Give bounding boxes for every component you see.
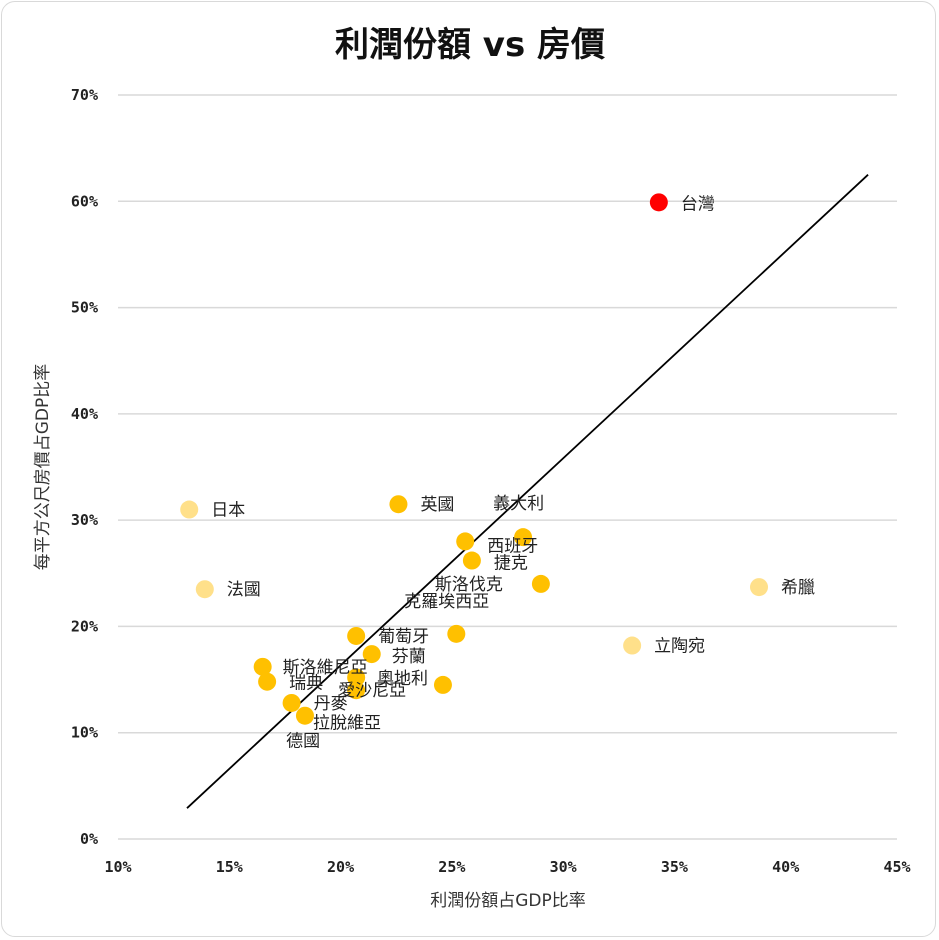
point-label: 法國 xyxy=(227,580,261,600)
data-point xyxy=(447,624,466,643)
x-tick-label: 15% xyxy=(216,858,243,876)
data-point xyxy=(282,693,301,712)
point-label: 拉脫維亞 xyxy=(313,714,381,734)
data-point xyxy=(623,636,642,655)
x-tick-label: 45% xyxy=(883,858,910,876)
x-tick-label: 20% xyxy=(327,858,354,876)
data-point xyxy=(649,193,668,212)
point-label: 德國 xyxy=(286,731,320,751)
point-label: 西班牙 xyxy=(487,536,538,556)
y-tick-label: 10% xyxy=(71,724,98,742)
y-tick-label: 60% xyxy=(71,192,98,210)
point-label: 日本 xyxy=(211,501,245,521)
point-label: 葡萄牙 xyxy=(378,627,429,647)
point-label: 克羅埃西亞 xyxy=(404,592,489,612)
data-point xyxy=(295,706,314,725)
y-tick-label: 70% xyxy=(71,86,98,104)
point-label: 希臘 xyxy=(781,578,815,598)
y-tick-label: 0% xyxy=(80,830,98,848)
data-point xyxy=(456,532,475,551)
y-tick-label: 50% xyxy=(71,299,98,317)
point-label: 芬蘭 xyxy=(392,647,426,667)
point-label: 台灣 xyxy=(681,194,715,214)
chart-title: 利潤份額 vs 房價 xyxy=(335,25,605,65)
point-label: 斯洛伐克 xyxy=(435,575,503,595)
trendline xyxy=(186,174,869,809)
point-label: 立陶宛 xyxy=(654,637,705,657)
data-point xyxy=(253,657,272,676)
x-tick-label: 30% xyxy=(550,858,577,876)
data-point xyxy=(347,668,366,687)
x-tick-label: 10% xyxy=(104,858,131,876)
y-tick-label: 20% xyxy=(71,617,98,635)
x-axis-label: 利潤份額占GDP比率 xyxy=(430,891,586,911)
data-point xyxy=(347,681,366,700)
point-label: 瑞典 xyxy=(289,674,323,694)
data-point xyxy=(433,675,452,694)
x-tick-label: 40% xyxy=(772,858,799,876)
point-label: 奧地利 xyxy=(377,669,428,689)
y-axis-label: 每平方公尺房價占GDP比率 xyxy=(33,364,53,571)
data-point xyxy=(514,528,533,547)
data-point xyxy=(750,578,769,597)
data-point xyxy=(258,672,277,691)
data-point xyxy=(531,574,550,593)
data-point xyxy=(195,580,214,599)
data-point xyxy=(362,645,381,664)
x-tick-label: 25% xyxy=(438,858,465,876)
point-label: 斯洛維尼亞 xyxy=(283,658,368,678)
data-point xyxy=(389,495,408,514)
data-point xyxy=(462,551,481,570)
y-tick-label: 30% xyxy=(71,511,98,529)
point-label: 愛沙尼亞 xyxy=(338,681,406,701)
data-point xyxy=(347,626,366,645)
point-label: 丹麥 xyxy=(314,694,348,714)
x-tick-label: 35% xyxy=(661,858,688,876)
point-label: 英國 xyxy=(420,495,454,515)
data-point xyxy=(180,500,199,519)
point-label: 捷克 xyxy=(494,554,528,574)
point-label: 義大利 xyxy=(493,494,544,514)
y-tick-label: 40% xyxy=(71,405,98,423)
